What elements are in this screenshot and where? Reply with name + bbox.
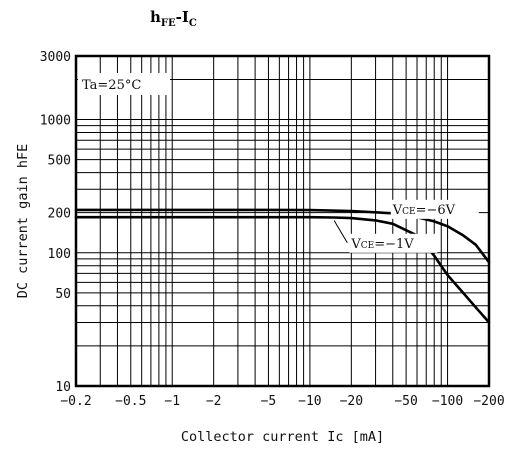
- chart-title: hFE-IC: [150, 8, 197, 29]
- series-label-bg: [390, 199, 479, 219]
- y-axis-label: DC current gain hFE: [15, 144, 31, 298]
- y-tick-labels: 10 50 100 200 500 1000 3000: [40, 50, 71, 395]
- x-tick-label: −20: [340, 394, 363, 409]
- title-sub-c: C: [189, 18, 197, 29]
- x-axis-label: Collector current Ic [mA]: [181, 429, 384, 445]
- series-label-leader: [333, 220, 348, 244]
- y-tick-label: 100: [48, 247, 71, 262]
- title-sub-fe: FE: [161, 18, 176, 29]
- grid: [76, 56, 489, 386]
- series-label: VCE=−1V: [350, 237, 414, 252]
- x-tick-label: −200: [473, 394, 504, 409]
- x-tick-label: −1: [164, 394, 180, 409]
- temperature-condition: Ta=25°C: [78, 73, 170, 95]
- series-line: [74, 215, 491, 324]
- y-tick-label: 500: [48, 154, 71, 169]
- plot-frame: [74, 54, 491, 388]
- y-tick-label: 3000: [40, 50, 71, 65]
- series-label-bg: [349, 233, 438, 253]
- x-tick-label: −2: [206, 394, 222, 409]
- x-tick-label: −0.2: [60, 394, 91, 409]
- x-tick-label: −0.5: [115, 394, 146, 409]
- title-sep: -I: [176, 8, 189, 26]
- y-tick-label: 50: [55, 287, 71, 302]
- x-tick-label: −100: [432, 394, 463, 409]
- svg-text:hFE-IC: hFE-IC: [150, 8, 197, 29]
- x-tick-label: −5: [261, 394, 277, 409]
- x-tick-label: −50: [394, 394, 417, 409]
- series-labels: VCE=−6V VCE=−1V: [333, 199, 479, 253]
- x-tick-labels: −0.2 −0.5 −1 −2 −5 −10 −20 −50 −100 −200: [60, 394, 504, 409]
- y-tick-label: 200: [48, 207, 71, 222]
- series-label: VCE=−6V: [392, 203, 456, 218]
- title-main: h: [150, 8, 161, 26]
- x-tick-label: −10: [298, 394, 321, 409]
- condition-label: Ta=25°C: [82, 78, 141, 93]
- y-tick-label: 10: [55, 380, 71, 395]
- y-tick-label: 1000: [40, 114, 71, 129]
